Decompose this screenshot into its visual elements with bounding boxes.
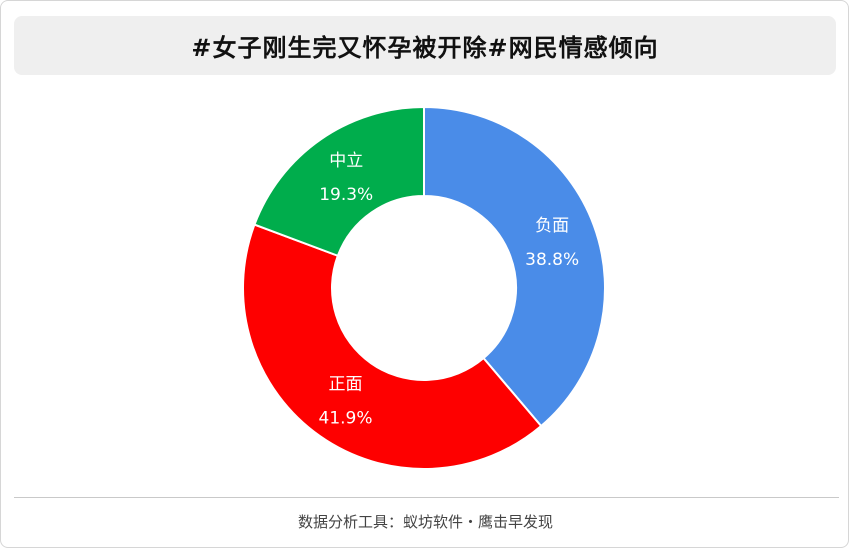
data-source-note: 数据分析工具：蚁坊软件・鹰击早发现 (297, 513, 553, 531)
slice-label-2: 正面 (329, 375, 363, 395)
labels-group: 负面 38.8% 正面 41.9% 中立 19.3% (319, 151, 580, 429)
slice-value-2: 41.9% (319, 409, 373, 429)
footer-divider (14, 497, 839, 498)
slice-label-3: 中立 (329, 151, 363, 171)
chart-title: #女子刚生完又怀孕被开除#网民情感倾向 (191, 34, 659, 62)
slice-3 (253, 105, 425, 258)
slice-value-1: 38.8% (525, 250, 579, 270)
slice-label-1: 负面 (535, 216, 569, 236)
slice-2 (242, 223, 543, 470)
slice-1 (423, 105, 606, 428)
title-bar: #女子刚生完又怀孕被开除#网民情感倾向 (14, 16, 836, 75)
slices-group (242, 105, 606, 470)
slice-value-3: 19.3% (319, 185, 373, 205)
